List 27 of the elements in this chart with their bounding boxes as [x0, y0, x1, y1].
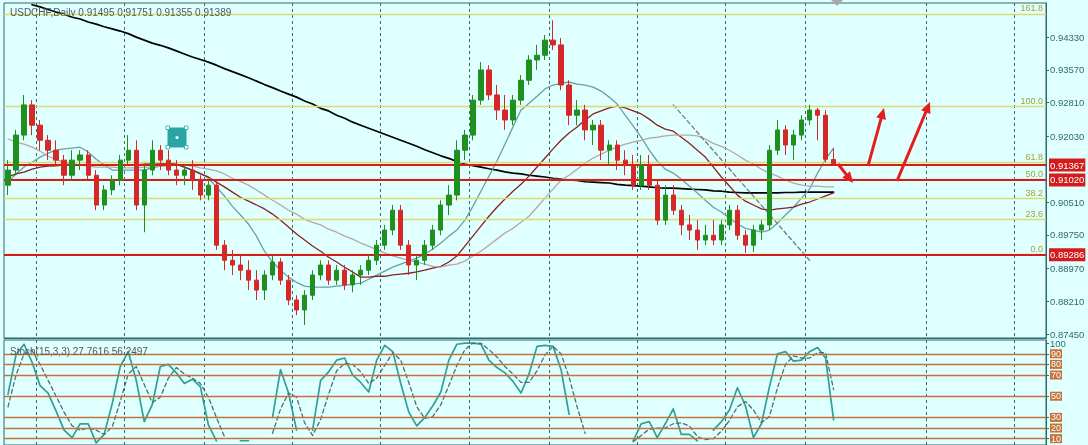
- annotation: 0.0: [1030, 243, 1043, 254]
- annotation: 161.8: [1020, 3, 1043, 14]
- y-tick-label: 0.92810: [1050, 97, 1085, 109]
- ref-line-label: 0.91367: [1050, 159, 1085, 171]
- y-tick-label: 0.92030: [1050, 130, 1085, 142]
- y-tick-label: 50: [1051, 391, 1062, 402]
- annotation: 50.0: [1025, 168, 1043, 179]
- y-tick-label: 20: [1051, 423, 1062, 434]
- y-tick-label: 0.89750: [1050, 229, 1085, 241]
- y-tick-label: 0.88210: [1050, 295, 1085, 307]
- annotation: 61.8: [1025, 151, 1043, 162]
- y-tick-label: 0.94330: [1050, 31, 1085, 43]
- annotation: 23.6: [1025, 208, 1043, 219]
- y-tick-label: 70: [1051, 370, 1062, 380]
- y-tick-label: 10: [1051, 433, 1062, 444]
- ref-line-label: 0.91020: [1050, 174, 1085, 186]
- y-tick-label: 80: [1051, 359, 1062, 370]
- y-tick-label: 0.90510: [1050, 196, 1085, 208]
- annotation: 100.0: [1020, 95, 1043, 106]
- y-tick-label: 0.87450: [1050, 328, 1085, 340]
- annotation: 38.2: [1025, 187, 1043, 198]
- y-tick-label: 0.88970: [1050, 263, 1085, 274]
- y-tick-label: 0.93570: [1050, 64, 1085, 76]
- y-tick-label: 30: [1051, 412, 1062, 423]
- y-tick-label: 100: [1050, 337, 1066, 349]
- ref-line-label: 0.89286: [1050, 249, 1085, 261]
- y-tick-label: 90: [1051, 348, 1062, 359]
